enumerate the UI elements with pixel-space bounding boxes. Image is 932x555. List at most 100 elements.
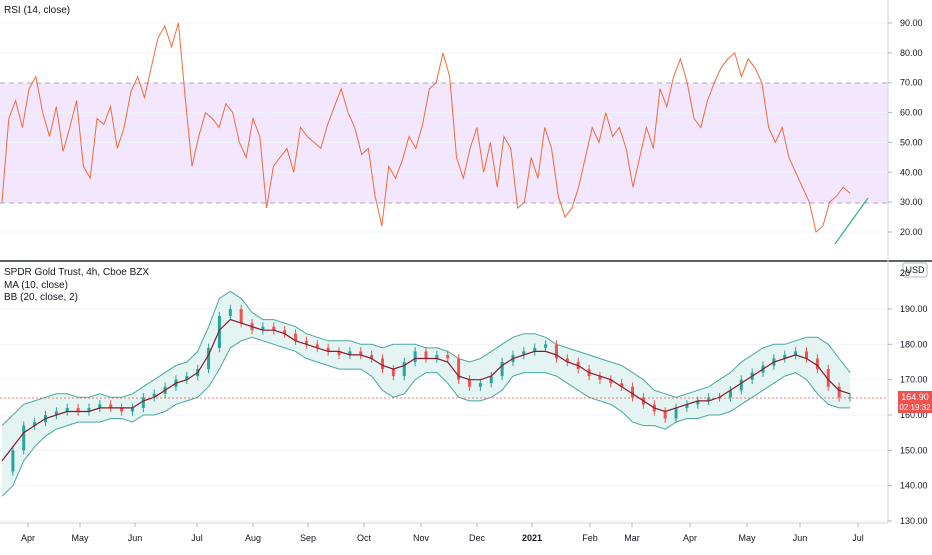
candle-body: [685, 404, 689, 408]
candle-body: [554, 344, 558, 359]
candle-body: [424, 351, 428, 359]
rsi-axis-label: 80.00: [900, 48, 923, 58]
candle-body: [22, 425, 26, 451]
candle-body: [294, 333, 298, 341]
rsi-legend[interactable]: RSI (14, close): [4, 5, 71, 16]
candle-body: [467, 379, 471, 387]
candle-body: [620, 383, 624, 387]
candle-body: [76, 407, 80, 412]
countdown-timer: 02:19:32: [899, 403, 931, 412]
rsi-axis[interactable]: 90.00 80.00 70.00 60.00 50.00 40.00 30.00 20.00: [888, 18, 923, 237]
rsi-series-line: [1, 22, 851, 233]
candle-body: [446, 354, 450, 359]
candle-body: [391, 369, 395, 377]
candle-body: [674, 407, 678, 419]
candle-body: [794, 351, 798, 355]
moving-average-line: [1, 318, 851, 462]
candle-body: [261, 326, 265, 331]
candle-body: [402, 362, 406, 377]
price-axis-label: 190.00: [900, 304, 928, 314]
ma-legend[interactable]: MA (10, close): [4, 280, 68, 291]
candle-body: [696, 400, 700, 405]
price-axis-label: 170.00: [900, 375, 928, 385]
candle-body: [152, 393, 156, 398]
candle-body: [707, 397, 711, 401]
candle-body: [337, 351, 341, 355]
candle-body: [239, 309, 243, 324]
time-axis-label: Aug: [245, 533, 261, 543]
candle-body: [304, 340, 308, 345]
rsi-axis-label: 90.00: [900, 18, 923, 28]
candle-body: [130, 407, 134, 412]
time-axis-label: Apr: [683, 533, 697, 543]
price-axis-label: 160.00: [900, 410, 928, 420]
candle-body: [98, 404, 102, 408]
candle-body: [65, 407, 69, 412]
candle-body: [815, 358, 819, 370]
time-axis-label: Mar: [624, 533, 640, 543]
candle-body: [141, 397, 145, 408]
candle-body: [457, 358, 461, 380]
symbol-legend[interactable]: SPDR Gold Trust, 4h, Cboe BZX: [4, 267, 150, 278]
time-axis-label: Jul: [852, 533, 864, 543]
time-axis-label: May: [71, 533, 89, 543]
candle-body: [565, 358, 569, 362]
last-price-value: 164.90: [901, 392, 929, 402]
time-axis-label: Jun: [793, 533, 808, 543]
candle-body: [283, 330, 287, 334]
candle-body: [185, 376, 189, 380]
candle-body: [359, 351, 363, 355]
rsi-overbought-oversold-band: [0, 83, 888, 203]
candle-body: [663, 411, 667, 419]
time-axis[interactable]: Apr May Jun Jul Aug Sep Oct Nov Dec 2021 Feb Mar Apr…: [21, 523, 864, 543]
price-axis[interactable]: 190.00 180.00 170.00 160.00 150.00 140.00 130.…: [888, 304, 928, 526]
candle-body: [826, 369, 830, 387]
candle-body: [478, 383, 482, 387]
currency-badge[interactable]: USD: [902, 262, 928, 278]
time-axis-label: Oct: [357, 533, 372, 543]
candle-body: [837, 386, 841, 398]
rsi-panel[interactable]: [0, 22, 888, 245]
currency-label: USD: [905, 265, 925, 275]
candle-body: [348, 351, 352, 355]
candle-body: [272, 326, 276, 331]
time-axis-label: Apr: [21, 533, 35, 543]
price-panel[interactable]: [0, 290, 888, 522]
candle-body: [739, 379, 743, 391]
candle-body: [533, 347, 537, 352]
price-axis-label: 180.00: [900, 339, 928, 349]
candle-body: [783, 354, 787, 359]
candle-body: [609, 379, 613, 384]
candle-body: [54, 411, 58, 415]
candle-body: [489, 376, 493, 384]
time-axis-label: Nov: [413, 533, 430, 543]
bollinger-band-fill: [2, 291, 850, 497]
bollinger-lower-line: [1, 336, 850, 497]
time-axis-label: Dec: [469, 533, 486, 543]
candle-body: [435, 354, 439, 359]
last-price-badge: 164.90 02:19:32: [898, 391, 932, 413]
candle-body: [217, 316, 221, 348]
time-axis-label: Feb: [582, 533, 598, 543]
time-axis-label: Jun: [128, 533, 143, 543]
candle-body: [381, 358, 385, 370]
rsi-trendline[interactable]: [834, 197, 869, 245]
candle-body: [805, 351, 809, 359]
top-partial-tick: 20: [900, 268, 910, 278]
rsi-axis-label: 30.00: [900, 197, 923, 207]
price-axis-label: 130.00: [900, 516, 928, 526]
candle-body: [544, 344, 548, 348]
rsi-axis-label: 60.00: [900, 108, 923, 118]
candle-body: [522, 351, 526, 355]
time-axis-label: Sep: [300, 533, 316, 543]
candle-body: [87, 407, 91, 412]
candle-body: [315, 344, 319, 348]
candle-body: [207, 347, 211, 370]
candle-body: [728, 390, 732, 398]
time-axis-label: 2021: [522, 533, 542, 543]
rsi-axis-label: 40.00: [900, 167, 923, 177]
candle-body: [120, 407, 124, 412]
bb-legend[interactable]: BB (20, close, 2): [4, 292, 78, 303]
